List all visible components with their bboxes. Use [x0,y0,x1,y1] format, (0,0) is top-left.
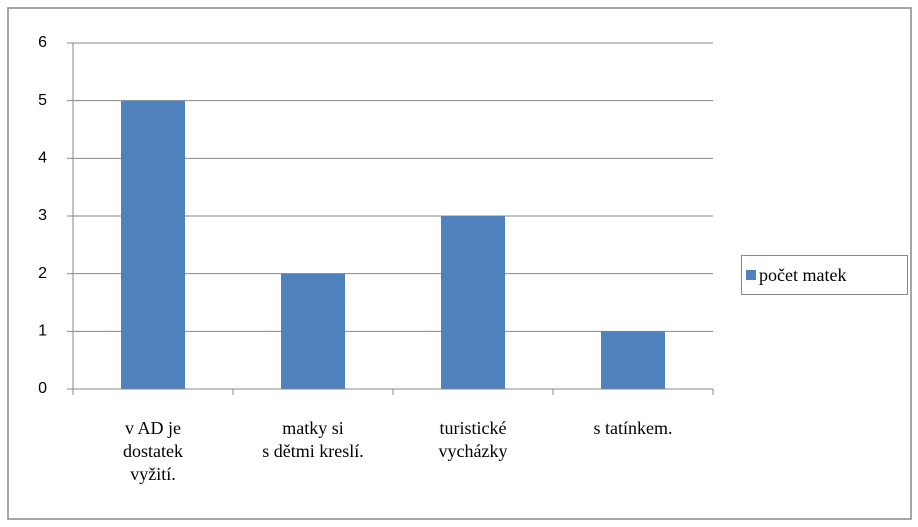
y-tick-label: 4 [38,150,47,167]
y-tick-label: 1 [38,323,47,340]
legend: počet matek [741,255,908,295]
legend-swatch [746,270,756,280]
y-tick-label: 2 [38,265,47,282]
y-tick-label: 3 [38,207,47,224]
bar [121,100,185,390]
bar [601,331,665,389]
y-tick-label: 0 [38,380,47,397]
x-tick-label: turistické vycházky [438,418,508,461]
bar [281,273,345,389]
legend-label: počet matek [759,264,847,285]
x-tick-label: s tatínkem. [593,418,673,438]
x-tick-label: v AD je dostatek vyžití. [123,418,183,484]
x-tick-label: matky si s dětmi kreslí. [262,418,364,461]
y-tick-label: 5 [38,92,47,109]
bar [441,216,505,389]
y-tick-label: 6 [38,34,47,51]
